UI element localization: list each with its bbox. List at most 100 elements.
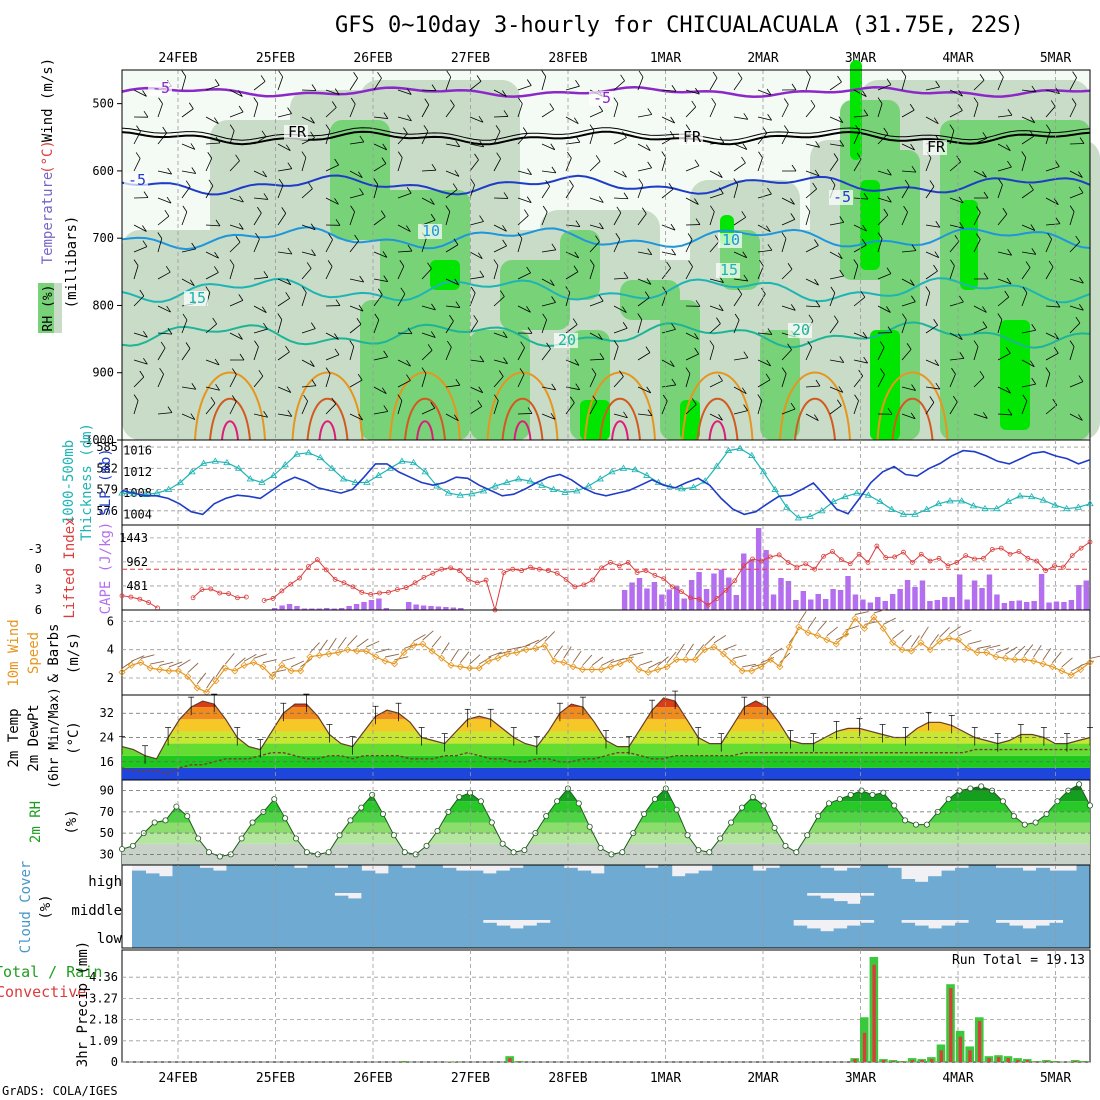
wind-barb — [253, 413, 268, 418]
wind-barb-flag — [503, 357, 508, 364]
wind10-barb — [243, 653, 257, 662]
wind10-marker — [785, 643, 793, 651]
cape-bar — [1061, 602, 1067, 610]
wind-barb — [757, 379, 771, 388]
rh2m-marker — [575, 800, 582, 807]
wind-barb — [421, 104, 430, 118]
thickness-marker — [806, 512, 814, 519]
cape-bar — [301, 608, 308, 610]
wind-barb — [133, 359, 148, 365]
wind-barb-flag — [182, 205, 188, 213]
wind-barb-flag — [286, 386, 292, 393]
wind-barb-flag — [1055, 300, 1061, 308]
thickness-marker — [736, 444, 744, 451]
contour-label-bg — [418, 224, 442, 239]
rh2m-marker — [651, 796, 658, 803]
cloud-bar — [779, 865, 794, 893]
thickness-marker — [1027, 492, 1036, 500]
rh2m-marker — [434, 828, 441, 835]
wind-barb — [445, 244, 459, 253]
lifted-index-marker — [341, 580, 347, 586]
wind-barb — [229, 299, 243, 307]
wind-barb-flag — [1029, 183, 1034, 191]
wind10-marker — [917, 639, 925, 647]
wind-barb-flag — [1078, 186, 1084, 194]
wind10-barb — [854, 611, 869, 615]
wind-barb-flag — [685, 124, 691, 131]
thickness-marker — [1016, 492, 1024, 499]
wind10-barb — [563, 646, 572, 659]
cloud-bar — [928, 893, 943, 920]
wind-barb-flag — [157, 232, 163, 239]
wind-barb — [901, 386, 916, 391]
wind10-marker — [936, 637, 944, 645]
wind-barb-flag — [598, 105, 604, 112]
wind-barb — [277, 297, 290, 307]
precip-convective-bar — [853, 1059, 857, 1062]
cloud-bar — [577, 870, 592, 893]
wind-barb — [829, 251, 843, 260]
cloud-bar — [725, 893, 740, 920]
wind-barb — [157, 103, 163, 118]
wind10-barb — [356, 638, 369, 648]
rh-mid-region — [560, 230, 600, 300]
wind10-marker — [691, 656, 699, 664]
date-label-bottom: 27FEB — [451, 1071, 490, 1086]
wind10-barb — [1061, 657, 1073, 668]
wind-barb-flag — [833, 153, 839, 160]
wind-barb — [661, 267, 671, 280]
wind-barb — [373, 77, 382, 91]
lifted-index-marker — [838, 557, 844, 563]
rh2m-marker — [912, 821, 919, 828]
wind-barb-flag — [527, 168, 532, 175]
wind-barb-flag — [1078, 171, 1083, 178]
wind-barb — [229, 197, 244, 203]
wind10-barb — [723, 644, 737, 651]
wind-barb — [949, 89, 963, 97]
cloud-bar — [374, 873, 389, 893]
wind10-barb — [225, 652, 235, 665]
wind-barb-flag — [311, 249, 316, 256]
wind-barb — [1021, 157, 1027, 172]
wind10-marker — [851, 614, 859, 623]
wind-barb — [205, 224, 220, 227]
wind-barb-flag — [911, 244, 917, 251]
wind-barb — [949, 373, 956, 388]
wind-barb-flag — [716, 317, 721, 324]
wind-barb — [709, 346, 715, 361]
cloud-bar — [685, 873, 700, 893]
wind10-marker — [306, 653, 314, 661]
wind-barb-flag — [956, 155, 961, 163]
thickness-marker — [479, 487, 488, 494]
lifted-index-marker — [412, 580, 418, 586]
cape-bar — [949, 597, 955, 610]
wind-barb-flag — [549, 279, 555, 286]
cape-bar — [912, 587, 918, 610]
wind-barb — [901, 349, 912, 361]
wind-barb-flag — [232, 368, 237, 375]
wind-barb-flag — [430, 213, 436, 221]
cape-tick-label: 481 — [126, 579, 148, 593]
wind-barb-flag — [400, 287, 406, 295]
slp-line — [121, 449, 1091, 516]
precip-convective-bar — [402, 1061, 407, 1062]
wind-barb — [349, 346, 355, 361]
wind-barb-flag — [286, 278, 292, 285]
wind-barb — [1021, 329, 1036, 334]
wind-barb-flag — [257, 206, 262, 214]
contour-label: FR — [288, 123, 307, 141]
cloud-bar — [766, 920, 781, 948]
wind-barb-flag — [595, 235, 600, 242]
wind-barb-flag — [839, 216, 845, 223]
cloud-bar — [401, 920, 416, 948]
wind-barb-flag — [133, 259, 139, 266]
wind10-marker — [1077, 665, 1085, 674]
wind-barb — [853, 115, 868, 118]
wind-barb — [829, 81, 842, 91]
cloud-bar — [698, 920, 713, 948]
wind10-barb — [459, 651, 470, 663]
thickness-marker — [374, 471, 383, 478]
lifted-index-series — [119, 539, 1093, 613]
wind-barb-flag — [1029, 130, 1035, 137]
wind10-barb — [948, 626, 961, 635]
